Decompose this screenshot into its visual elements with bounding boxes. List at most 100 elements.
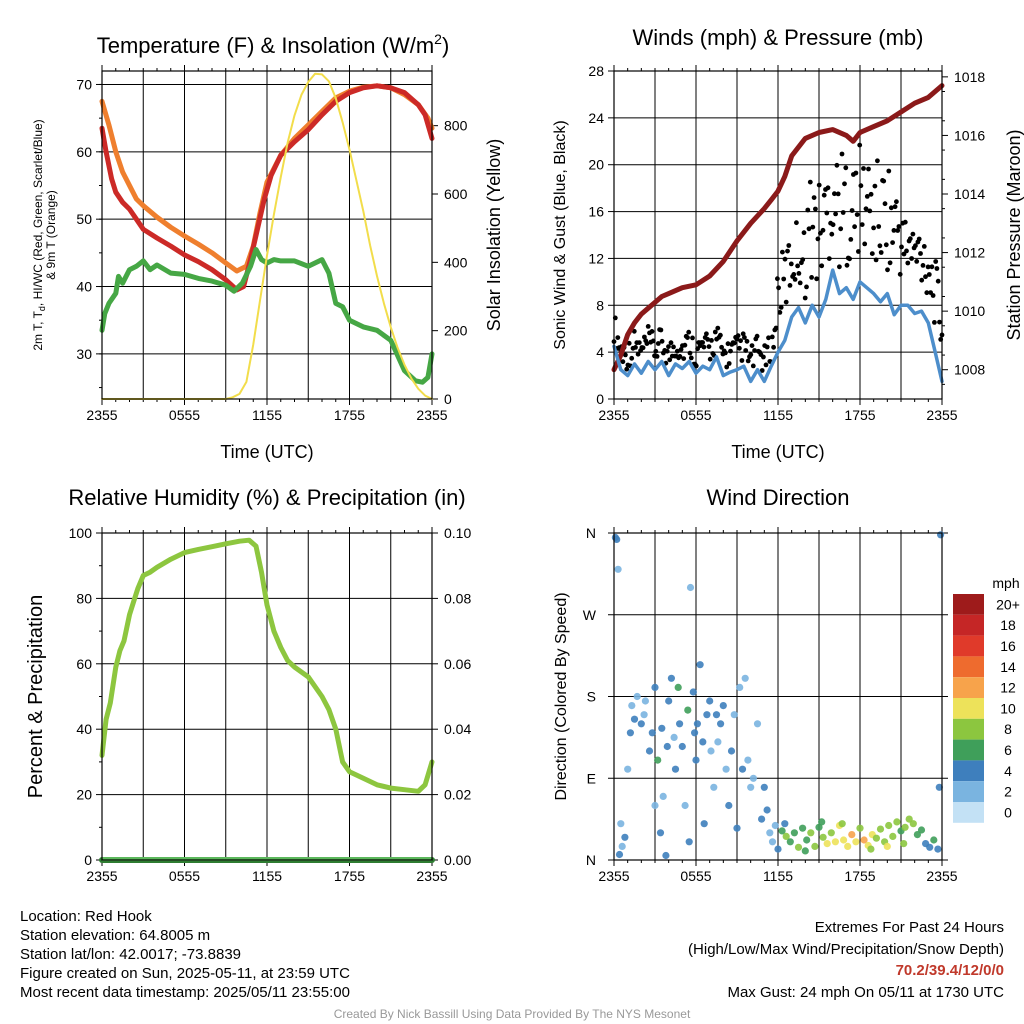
gust-dot <box>890 240 895 246</box>
gust-dot <box>907 236 913 242</box>
y-tick-label: 4 <box>596 344 604 360</box>
wind-direction-dot <box>676 720 684 728</box>
wind-direction-dot <box>801 847 809 855</box>
wind-direction-dot <box>937 531 945 539</box>
gust-dot <box>666 344 671 349</box>
wind-direction-dot <box>935 783 943 791</box>
gust-dot <box>835 191 841 197</box>
gust-dot <box>921 244 927 249</box>
gust-dot <box>833 211 838 217</box>
y-tick-label: 0.04 <box>444 721 471 737</box>
wind-direction-dot <box>637 720 645 728</box>
y-tick-label: 100 <box>69 525 93 541</box>
wind-direction-dot <box>889 832 897 841</box>
gust-dot <box>728 348 733 354</box>
wind-direction-dot <box>712 711 721 719</box>
gust-dot <box>745 358 751 364</box>
gust-dot <box>635 351 641 357</box>
gust-dot <box>916 236 922 242</box>
gust-dot <box>682 342 688 348</box>
colorbar-label: 6 <box>1004 742 1012 758</box>
colorbar-swatch <box>953 802 984 823</box>
gust-dot <box>877 243 883 249</box>
gust-dot <box>830 222 836 228</box>
wind-direction-dot <box>738 765 747 773</box>
gust-dot <box>740 331 746 337</box>
wind-direction-dot <box>799 824 807 832</box>
wind-direction-dot <box>686 583 695 592</box>
wind-direction-dot <box>749 774 758 782</box>
gust-dot <box>739 358 745 363</box>
wind-direction-dot <box>613 535 621 544</box>
winds-title: Winds (mph) & Pressure (mb) <box>633 25 924 50</box>
x-tick-label: 2355 <box>86 868 117 884</box>
gust-dot <box>820 227 826 233</box>
wind-direction-dot <box>722 765 730 773</box>
colorbar-swatch <box>953 656 984 678</box>
gust-dot <box>797 280 803 286</box>
x-tick-label: 2355 <box>598 868 629 884</box>
gust-dot <box>725 341 731 347</box>
wind-direction-dot <box>658 724 666 732</box>
wind-direction-dot <box>628 702 636 710</box>
y-tick-label: 60 <box>76 144 92 160</box>
gust-dot <box>872 183 878 189</box>
wind-direction-dot <box>626 729 635 737</box>
gust-dot <box>700 340 705 345</box>
gust-dot <box>764 344 770 350</box>
colorbar-label: 18 <box>1000 617 1016 633</box>
y-tick-label: 20 <box>76 787 92 803</box>
wind-direction-dot <box>663 742 671 751</box>
temperature-series-line <box>99 247 435 385</box>
y-tick-label: 200 <box>444 323 468 339</box>
gust-dot <box>780 249 785 255</box>
colorbar-label: 8 <box>1004 721 1012 737</box>
y-tick-label: 40 <box>76 721 92 737</box>
wind-direction-dot <box>848 831 856 839</box>
gust-dot <box>876 224 882 229</box>
x-tick-label: 2355 <box>598 407 629 423</box>
wind-direction-dot <box>730 711 738 719</box>
y-tick-label: 16 <box>588 204 604 220</box>
gust-dot <box>749 343 755 348</box>
wind-direction-dot <box>671 765 680 773</box>
gust-dot <box>778 305 784 310</box>
gust-dot <box>795 263 800 269</box>
credit-text: Created By Nick Bassill Using Data Provi… <box>333 1007 691 1021</box>
y-axis-label-right: Solar Insolation (Yellow) <box>484 139 504 331</box>
gust-dot <box>650 338 656 344</box>
wind-direction-dot <box>617 820 625 828</box>
y-tick-label: 0.10 <box>444 525 471 541</box>
gust-dot <box>705 337 711 342</box>
wind-direction-dot <box>670 733 678 742</box>
wind-direction-dot <box>684 706 692 714</box>
wind-direction-dot <box>872 834 881 842</box>
wind-direction-dot <box>811 842 819 851</box>
gust-dot <box>763 362 769 368</box>
gust-dot <box>894 199 899 205</box>
gust-dot <box>854 212 860 218</box>
y-axis-label-left: 2m T, Td, HI/WC (Red, Green, Scarlet/Blu… <box>31 119 58 350</box>
gust-dot <box>816 182 822 188</box>
gust-dot <box>892 204 898 210</box>
wind-direction-dot <box>630 715 639 723</box>
gust-dot <box>866 166 871 172</box>
wind-direction-dot <box>827 829 835 837</box>
wind-direction-dot <box>852 838 860 846</box>
y-tick-label: 1014 <box>954 186 985 202</box>
gust-dot <box>868 191 874 197</box>
plot-frame <box>613 532 943 861</box>
gust-dot <box>930 293 936 298</box>
wind-direction-dot <box>641 697 650 705</box>
max-gust-text: Max Gust: 24 mph On 05/11 at 1730 UTC <box>727 983 1004 1001</box>
plot-frame <box>101 70 433 400</box>
x-tick-label: 1155 <box>252 407 282 423</box>
colorbar-label: 16 <box>1000 638 1016 654</box>
y-label-line: & 9m T (Orange) <box>44 190 58 280</box>
gust-dot <box>859 222 865 228</box>
gust-dot <box>744 338 750 344</box>
colorbar-swatch <box>953 739 984 761</box>
gust-dot <box>888 205 894 211</box>
extremes-title: Extremes For Past 24 Hours <box>814 919 1004 936</box>
